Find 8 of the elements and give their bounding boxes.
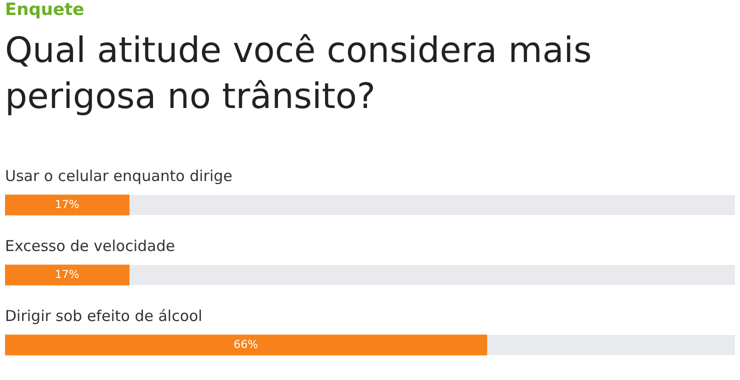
data-label: 66% [234,338,258,351]
chart-subtitle: Enquete [5,0,84,20]
chart-title: Qual atitude você considera mais perigosa no trânsito? [5,30,593,119]
data-label: 17% [54,268,80,281]
y-tick-label: Usar o celular enquanto dirige [5,166,232,185]
data-label: 17% [54,198,80,211]
y-tick-label: Dirigir sob efeito de álcool [5,306,202,325]
y-tick-label: Excesso de velocidade [5,236,175,255]
